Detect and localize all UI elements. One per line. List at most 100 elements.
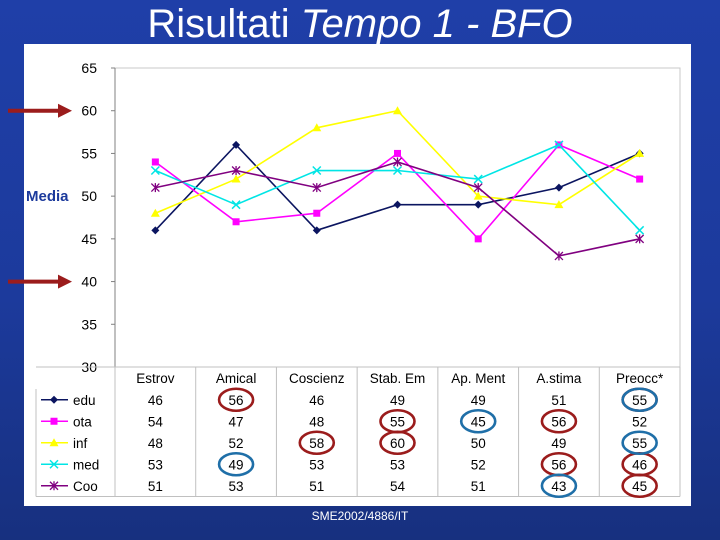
arrow-annotation: [8, 103, 72, 118]
highlight-circle-red: [540, 408, 578, 434]
data-label: 58: [309, 436, 324, 451]
page-title: Risultati Tempo 1 - BFO: [0, 2, 720, 47]
table-row: edu 46 56 46 49 49 51 55: [41, 393, 647, 408]
legend-label: ota: [73, 414, 92, 429]
marker-triangle: [473, 191, 483, 200]
highlight-circle-red: [379, 408, 416, 434]
marker-triangle: [312, 123, 322, 132]
category-label: Ap. Ment: [451, 371, 505, 386]
data-label: 54: [148, 414, 164, 429]
legend-label: med: [73, 457, 99, 472]
arrow-head: [58, 274, 72, 289]
data-label: 51: [471, 479, 486, 494]
highlight-circle-red: [298, 430, 336, 456]
highlight-circle-blue: [540, 473, 578, 499]
marker-diamond: [474, 200, 483, 209]
marker-square: [313, 209, 321, 217]
data-label: 51: [551, 393, 566, 408]
marker-triangle: [393, 106, 402, 115]
data-label: 55: [632, 436, 647, 451]
marker-x: [312, 165, 322, 176]
marker-x: [49, 459, 59, 469]
marker-x: [554, 140, 564, 150]
highlight-circle-red: [217, 387, 255, 413]
data-label: 48: [148, 436, 163, 451]
table-row: ota 54 47 48 55 45 56 52: [41, 414, 647, 429]
data-label: 55: [632, 393, 647, 408]
footer-code: SME2002/4886/IT: [311, 509, 409, 523]
data-label: 52: [471, 457, 486, 472]
legend-label: Coo: [73, 479, 98, 494]
data-label: 49: [390, 393, 405, 408]
marker-square: [636, 175, 644, 183]
table-row: inf 48 52 58 60 50 49 55: [41, 436, 647, 451]
category-label: Amical: [216, 371, 257, 386]
arrow-head: [58, 103, 72, 118]
category-label: Preocc*: [616, 371, 664, 386]
y-tick-label: 40: [81, 274, 97, 290]
category-label: Stab. Em: [370, 371, 426, 386]
y-tick-label: 60: [81, 103, 97, 119]
highlight-circle-blue: [621, 430, 658, 456]
marker-diamond: [312, 226, 321, 235]
data-label: 47: [229, 414, 244, 429]
marker-x: [473, 174, 483, 184]
marker-diamond: [151, 226, 160, 235]
highlight-circle-red: [621, 473, 658, 499]
marker-diamond: [232, 140, 241, 149]
legend-label: edu: [73, 393, 96, 408]
series-med: [150, 140, 645, 235]
data-label: 45: [632, 479, 647, 494]
marker-triangle: [231, 174, 241, 183]
y-tick-label: 35: [81, 316, 97, 332]
series-Coo: [150, 157, 645, 261]
data-label: 45: [471, 414, 486, 429]
series-edu: [151, 140, 644, 235]
highlight-circle-blue: [217, 451, 255, 477]
legend-label: inf: [73, 436, 88, 451]
marker-x: [392, 165, 403, 176]
data-label: 46: [309, 393, 324, 408]
data-label: 54: [390, 479, 406, 494]
marker-square: [474, 235, 482, 243]
data-label: 52: [632, 414, 647, 429]
data-label: 56: [551, 457, 566, 472]
data-label: 49: [471, 393, 486, 408]
marker-square: [151, 158, 159, 166]
marker-x: [150, 165, 160, 176]
marker-square: [394, 149, 401, 157]
data-label: 48: [309, 414, 324, 429]
marker-square: [50, 417, 58, 425]
data-label: 53: [229, 479, 244, 494]
data-label: 51: [148, 479, 163, 494]
data-label: 53: [390, 457, 405, 472]
data-label: 56: [229, 393, 244, 408]
table-row: med 53 49 53 53 52 56 46: [41, 457, 647, 472]
marker-x: [231, 200, 241, 210]
media-label: Media: [26, 188, 69, 205]
title-main: Risultati: [147, 2, 290, 46]
marker-square: [232, 218, 240, 226]
marker-diamond: [393, 200, 402, 209]
data-label: 53: [309, 457, 324, 472]
plot-area: [114, 67, 681, 368]
data-label: 55: [390, 414, 405, 429]
y-tick-label: 45: [81, 231, 97, 247]
marker-triangle: [49, 438, 59, 447]
highlight-circle-blue: [621, 387, 658, 413]
arrow-annotation: [8, 274, 72, 289]
data-label: 53: [148, 457, 163, 472]
category-label: A.stima: [536, 371, 582, 386]
data-label: 49: [551, 436, 566, 451]
marker-triangle: [554, 200, 564, 209]
marker-x: [635, 225, 645, 235]
category-label: Coscienz: [289, 371, 345, 386]
title-italic: Tempo 1 - BFO: [300, 2, 573, 46]
category-label: Estrov: [136, 371, 175, 386]
data-label: 49: [229, 457, 244, 472]
series-inf: [150, 106, 645, 217]
y-tick-label: 55: [81, 145, 97, 161]
table-row: Coo 51 53 51 54 51 43 45: [41, 479, 647, 494]
data-label: 56: [551, 414, 566, 429]
